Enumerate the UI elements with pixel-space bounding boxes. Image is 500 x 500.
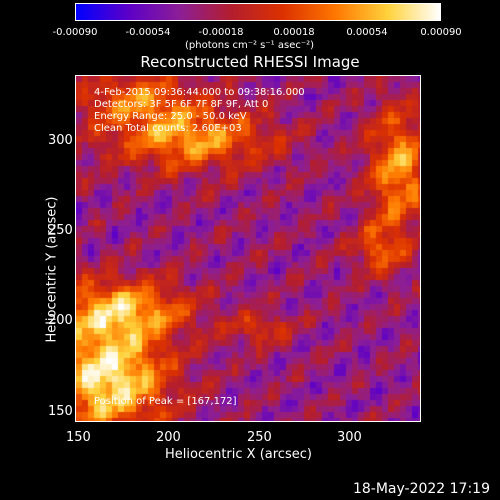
y-axis-title: Heliocentric Y (arcsec) <box>44 196 60 343</box>
colorbar-tick: 0.00054 <box>346 27 388 38</box>
info-detectors: Detectors: 3F 5F 6F 7F 8F 9F, Att 0 <box>94 99 269 110</box>
colorbar-tick: -0.00090 <box>52 27 98 38</box>
y-tick-label: 150 <box>48 404 73 419</box>
x-axis-title: Heliocentric X (arcsec) <box>165 447 312 462</box>
colorbar-tick: 0.00090 <box>420 27 462 38</box>
colorbar-tick: 0.00018 <box>273 27 315 38</box>
image-plot: 4-Feb-2015 09:36:44.000 to 09:38:16.000 … <box>75 75 421 422</box>
colorbar-gradient <box>76 4 440 20</box>
colorbar <box>75 3 441 21</box>
x-tick-label: 250 <box>247 430 272 445</box>
colorbar-tick: -0.00018 <box>198 27 244 38</box>
image-title: Reconstructed RHESSI Image <box>140 53 360 71</box>
x-tick-label: 200 <box>156 430 181 445</box>
info-peak: Position of Peak = [167,172] <box>94 396 237 407</box>
info-clean: Clean Total counts: 2.60E+03 <box>94 123 242 134</box>
y-tick-label: 250 <box>48 223 73 238</box>
y-tick-label: 300 <box>48 133 73 148</box>
info-time: 4-Feb-2015 09:36:44.000 to 09:38:16.000 <box>94 87 305 98</box>
footer-date: 18-May-2022 17:19 <box>352 481 490 497</box>
x-tick-label: 300 <box>337 430 362 445</box>
info-energy: Energy Range: 25.0 - 50.0 keV <box>94 111 247 122</box>
x-tick-label: 150 <box>66 430 91 445</box>
y-tick-label: 200 <box>48 313 73 328</box>
colorbar-units: (photons cm⁻² s⁻¹ asec⁻²) <box>185 40 315 51</box>
rhessi-image-map <box>76 76 420 421</box>
colorbar-tick: -0.00054 <box>125 27 171 38</box>
